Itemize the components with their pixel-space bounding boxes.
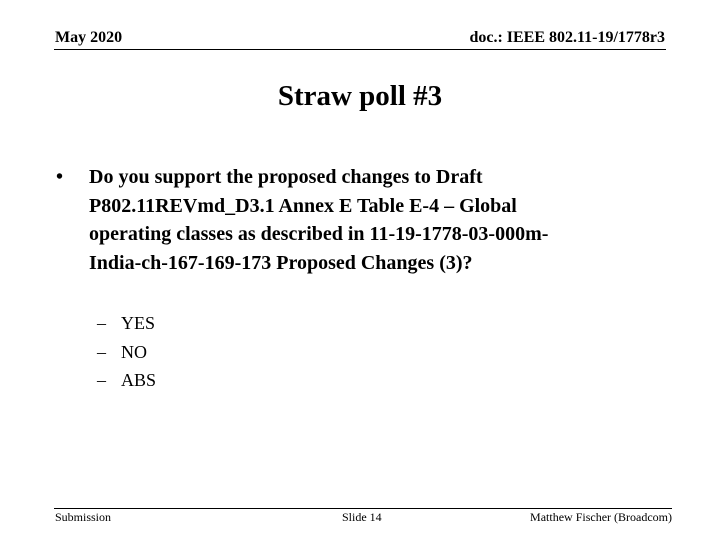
- option-label: NO: [121, 341, 147, 362]
- answer-options: – YES – NO – ABS: [97, 309, 156, 395]
- option-no: – NO: [97, 338, 156, 367]
- option-dash: –: [97, 313, 106, 333]
- option-dash: –: [97, 370, 106, 390]
- slide-title: Straw poll #3: [277, 80, 443, 112]
- question-line: P802.11REVmd_D3.1 Annex E Table E-4 – Gl…: [89, 194, 517, 217]
- option-label: ABS: [121, 370, 157, 390]
- footer-rule: [54, 508, 672, 509]
- footer-slide-number: Slide 14: [342, 510, 382, 524]
- option-dash: –: [97, 341, 106, 362]
- question-line: operating classes as described in 11-19-…: [89, 223, 549, 245]
- header-doc-id: doc.: IEEE 802.11-19/1778r3: [469, 29, 665, 46]
- option-abs: – ABS: [97, 366, 156, 395]
- header-rule: [54, 49, 666, 50]
- bullet-marker: •: [56, 166, 64, 188]
- question-line: Do you support the proposed changes to D…: [89, 166, 483, 188]
- footer-author: Matthew Fischer (Broadcom): [530, 510, 672, 524]
- option-label: YES: [121, 313, 156, 333]
- header-date: May 2020: [55, 29, 123, 46]
- footer-submission: Submission: [55, 510, 112, 524]
- option-yes: – YES: [97, 309, 156, 338]
- question-text: Do you support the proposed changes to D…: [89, 163, 676, 277]
- question-bullet: • Do you support the proposed changes to…: [56, 163, 676, 277]
- question-line: India-ch-167-169-173 Proposed Changes (3…: [89, 251, 473, 274]
